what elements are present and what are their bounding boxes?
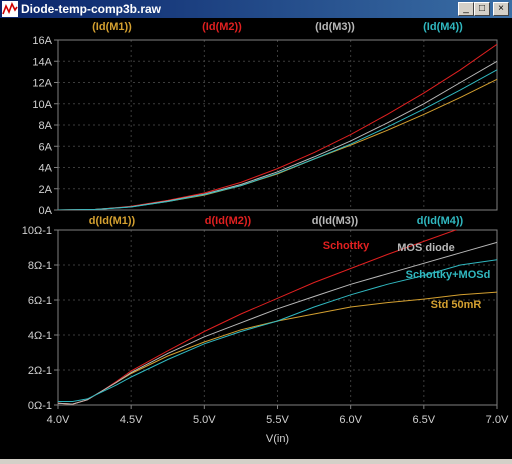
- trace-legend-label[interactable]: d(Id(M1)): [89, 215, 136, 227]
- y-tick-label: 0A: [39, 205, 53, 217]
- y-tick-label: 2A: [39, 184, 53, 196]
- trace-legend-label[interactable]: (Id(M4)): [423, 21, 463, 33]
- y-tick-label: 14A: [32, 56, 52, 68]
- trace-line[interactable]: [58, 69, 497, 210]
- window-title: Diode-temp-comp3b.raw: [21, 2, 162, 16]
- y-tick-label: 4A: [39, 163, 53, 175]
- x-tick-label: 6.5V: [413, 414, 436, 426]
- trace-legend-label[interactable]: d(Id(M3)): [312, 215, 359, 227]
- y-tick-label: 16A: [32, 35, 52, 47]
- trace-legend-label[interactable]: d(Id(M2)): [205, 215, 252, 227]
- plot-canvas[interactable]: 0A 2A 4A 6A 8A 10A 12A 14A 16A (Id(M1)) (Id(M2)) (I…: [0, 18, 512, 459]
- waveform-app-icon: [2, 1, 18, 17]
- y-tick-label: 0Ω-1: [28, 400, 52, 412]
- maximize-button[interactable]: □: [474, 2, 490, 16]
- y-tick-label: 6A: [39, 141, 53, 153]
- x-tick-label: 5.0V: [193, 414, 216, 426]
- trace-legend-label[interactable]: (Id(M2)): [202, 21, 242, 33]
- trace-legend-label[interactable]: (Id(M3)): [315, 21, 355, 33]
- x-axis-label: V(in): [266, 433, 289, 445]
- x-tick-label: 4.5V: [120, 414, 143, 426]
- y-tick-label: 8Ω-1: [28, 260, 52, 272]
- x-tick-label: 6.0V: [339, 414, 362, 426]
- plot-area[interactable]: 0A 2A 4A 6A 8A 10A 12A 14A 16A (Id(M1)) (Id(M2)) (I…: [0, 18, 512, 459]
- title-bar[interactable]: Diode-temp-comp3b.raw _ □ ×: [0, 0, 512, 18]
- y-tick-label: 4Ω-1: [28, 330, 52, 342]
- current-pane[interactable]: 0A 2A 4A 6A 8A 10A 12A 14A 16A (Id(M1)) (Id(M2)) (I…: [32, 21, 498, 217]
- y-tick-label: 10Ω-1: [22, 225, 52, 237]
- y-tick-label: 2Ω-1: [28, 365, 52, 377]
- y-tick-label: 8A: [39, 120, 53, 132]
- trace-legend-label[interactable]: d(Id(M4)): [417, 215, 464, 227]
- minimize-button[interactable]: _: [458, 2, 474, 16]
- y-tick-label: 12A: [32, 78, 52, 90]
- trace-line[interactable]: [58, 259, 497, 402]
- trace-annotation: Schottky+MOSd: [406, 269, 491, 281]
- x-tick-label: 4.0V: [47, 414, 70, 426]
- conductance-pane[interactable]: 0Ω-1 2Ω-1 4Ω-1 6Ω-1 8Ω-1 10Ω-1 4.0V 4.5V 5.0V 5.5…: [22, 214, 509, 445]
- y-tick-label: 10A: [32, 99, 52, 111]
- x-tick-label: 7.0V: [486, 414, 509, 426]
- trace-annotation: MOS diode: [397, 242, 454, 254]
- y-tick-label: 6Ω-1: [28, 295, 52, 307]
- trace-legend-label[interactable]: (Id(M1)): [92, 21, 132, 33]
- trace-annotation: Std 50mR: [431, 299, 482, 311]
- trace-annotation: Schottky: [323, 240, 370, 252]
- close-button[interactable]: ×: [493, 2, 509, 16]
- x-tick-label: 5.5V: [266, 414, 289, 426]
